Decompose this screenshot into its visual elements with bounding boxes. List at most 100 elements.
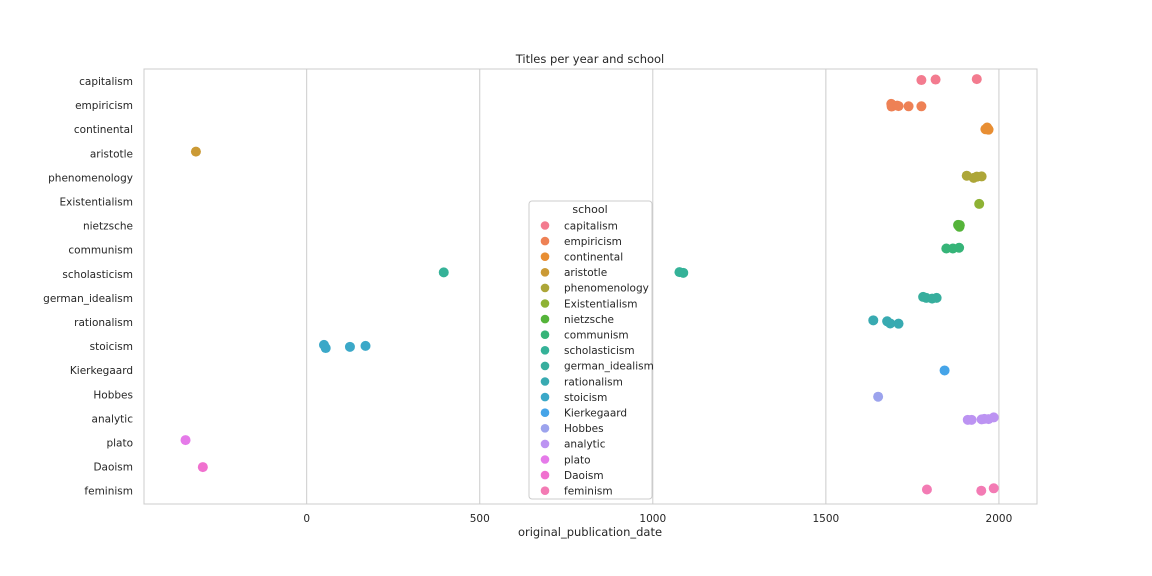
legend-label: capitalism: [564, 220, 618, 232]
x-tick-label: 0: [303, 513, 310, 525]
data-point: [930, 74, 941, 85]
legend-title: school: [572, 203, 607, 216]
y-tick-label: communism: [68, 245, 133, 257]
data-point: [966, 414, 977, 425]
x-tick-label: 1500: [812, 513, 839, 525]
legend-label: rationalism: [564, 376, 623, 388]
data-point: [873, 391, 884, 402]
legend-marker: [540, 268, 550, 277]
legend-label: empiricism: [564, 236, 622, 248]
data-point: [893, 318, 904, 329]
data-point: [197, 462, 208, 473]
data-point: [438, 267, 449, 278]
legend-marker: [540, 314, 550, 324]
legend-label: phenomenology: [564, 283, 649, 295]
data-point: [976, 171, 987, 182]
y-tick-label: Hobbes: [93, 389, 133, 401]
y-tick-label: stoicism: [90, 341, 133, 353]
legend-label: feminism: [564, 486, 613, 498]
y-tick-label: feminism: [84, 486, 133, 498]
y-tick-label: empiricism: [75, 100, 133, 112]
legend-marker: [540, 439, 550, 449]
legend-entries: capitalism empiricism continental aristotle…: [540, 220, 654, 498]
legend-label: aristotle: [564, 267, 607, 279]
data-point: [190, 146, 201, 157]
legend-marker: [540, 252, 550, 261]
legend-marker: [540, 299, 550, 308]
y-tick-label: Daoism: [93, 462, 133, 474]
x-tick-label: 1000: [639, 513, 666, 525]
legend-label: Existentialism: [564, 298, 637, 310]
data-point: [931, 292, 942, 303]
legend-marker: [540, 361, 550, 371]
x-axis-label: original_publication_date: [518, 525, 662, 539]
legend-box: [528, 200, 653, 500]
y-tick-label: Existentialism: [60, 197, 133, 209]
x-tick-label: 500: [470, 513, 490, 525]
legend-label: stoicism: [564, 392, 607, 404]
legend-marker: [540, 408, 550, 418]
y-tick-label: plato: [106, 438, 133, 450]
legend-label: analytic: [564, 439, 606, 451]
y-tick-label: rationalism: [74, 317, 133, 329]
legend-marker: [540, 392, 550, 402]
data-point: [344, 341, 355, 352]
legend-marker: [540, 330, 550, 340]
legend-label: Daoism: [564, 470, 604, 482]
data-point: [954, 220, 965, 231]
y-tick-label: phenomenology: [48, 172, 133, 184]
x-tick-labels: 0 500 1000 1500 2000: [303, 513, 1012, 525]
legend-marker: [540, 486, 550, 496]
data-point: [988, 412, 999, 423]
data-point: [976, 485, 987, 496]
data-points: [180, 74, 999, 496]
data-point: [885, 318, 896, 329]
legend-marker: [540, 470, 550, 480]
data-point: [939, 365, 950, 376]
y-tick-label: Kierkegaard: [70, 365, 133, 377]
legend-marker: [540, 346, 550, 355]
legend-label: Hobbes: [564, 423, 604, 435]
legend-label: plato: [564, 454, 591, 466]
chart-title: Titles per year and school: [515, 52, 665, 66]
data-point: [893, 101, 904, 112]
grid-lines: [306, 69, 1000, 504]
legend-label: scholasticism: [564, 345, 635, 357]
y-tick-label: scholasticism: [62, 269, 133, 281]
data-point: [971, 74, 982, 85]
data-point: [360, 340, 371, 351]
legend-label: continental: [564, 252, 623, 264]
data-point: [921, 484, 932, 495]
data-point: [974, 198, 985, 209]
y-tick-label: capitalism: [79, 76, 133, 88]
legend: school capitalism empiricism continental ar…: [528, 200, 654, 500]
y-tick-label: nietzsche: [83, 221, 133, 233]
data-point: [916, 75, 927, 86]
y-tick-label: continental: [74, 124, 133, 136]
data-point: [180, 435, 191, 446]
y-tick-label: aristotle: [90, 148, 133, 160]
legend-marker: [540, 221, 550, 230]
data-point: [320, 343, 331, 354]
data-point: [916, 101, 927, 112]
data-point: [988, 483, 999, 494]
legend-marker: [540, 283, 550, 293]
plot-frame: [143, 68, 1038, 505]
y-tick-labels: capitalism empiricism continental aristotle…: [43, 76, 133, 498]
legend-marker: [540, 455, 550, 464]
data-point: [678, 267, 689, 278]
data-point: [983, 124, 994, 135]
y-tick-label: german_idealism: [43, 293, 133, 305]
x-tick-label: 2000: [986, 513, 1013, 525]
legend-label: Kierkegaard: [564, 408, 627, 420]
legend-label: communism: [564, 330, 629, 342]
data-point: [954, 242, 965, 253]
legend-marker: [540, 377, 550, 386]
legend-label: nietzsche: [564, 314, 614, 326]
data-point: [868, 315, 879, 326]
y-tick-label: analytic: [92, 413, 134, 425]
data-point: [903, 101, 914, 112]
legend-label: german_idealism: [564, 361, 654, 373]
legend-marker: [540, 236, 550, 246]
